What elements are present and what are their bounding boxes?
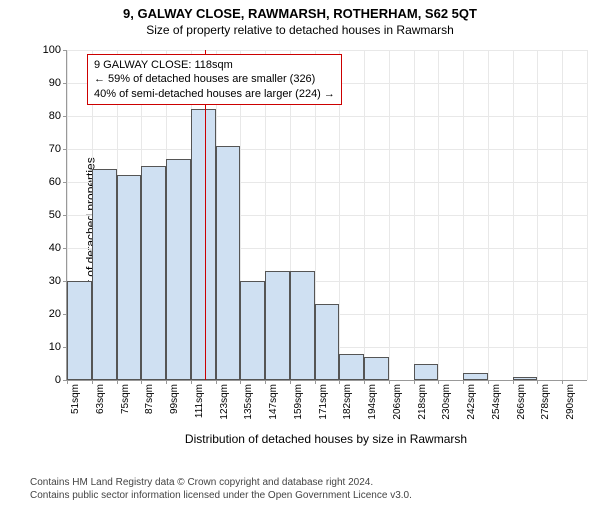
ytick-label: 50 (49, 209, 61, 221)
gridline-v (438, 50, 439, 380)
xtick-label: 123sqm (219, 384, 230, 420)
ytick-label: 40 (49, 242, 61, 254)
xtick-label: 147sqm (268, 384, 279, 420)
histogram-bar (463, 373, 488, 380)
xtick-label: 254sqm (491, 384, 502, 420)
xtick-mark (166, 380, 167, 384)
xtick-label: 242sqm (466, 384, 477, 420)
gridline-h (67, 149, 587, 150)
gridline-v (463, 50, 464, 380)
gridline-h (67, 50, 587, 51)
xtick-mark (92, 380, 93, 384)
ytick-label: 80 (49, 110, 61, 122)
histogram-bar (290, 271, 315, 380)
xtick-mark (290, 380, 291, 384)
ytick-label: 30 (49, 275, 61, 287)
histogram-bar (92, 169, 117, 380)
histogram-bar (166, 159, 191, 380)
histogram-bar (339, 354, 364, 380)
xtick-mark (562, 380, 563, 384)
gridline-v (488, 50, 489, 380)
gridline-h (67, 116, 587, 117)
xtick-mark (315, 380, 316, 384)
histogram-bar (117, 175, 142, 380)
xtick-mark (389, 380, 390, 384)
xtick-label: 87sqm (144, 384, 155, 414)
xtick-mark (414, 380, 415, 384)
ytick-label: 20 (49, 308, 61, 320)
annotation-line1: 9 GALWAY CLOSE: 118sqm (94, 58, 335, 72)
xtick-mark (488, 380, 489, 384)
xtick-label: 63sqm (95, 384, 106, 414)
annotation-box: 9 GALWAY CLOSE: 118sqm ← 59% of detached… (87, 54, 342, 105)
histogram-bar (414, 364, 439, 381)
histogram-bar (265, 271, 290, 380)
xtick-label: 75sqm (120, 384, 131, 414)
xtick-mark (216, 380, 217, 384)
histogram-bar (364, 357, 389, 380)
histogram-bar (513, 377, 538, 380)
xtick-label: 159sqm (293, 384, 304, 420)
xtick-label: 99sqm (169, 384, 180, 414)
xtick-label: 182sqm (342, 384, 353, 420)
gridline-v (537, 50, 538, 380)
xtick-mark (240, 380, 241, 384)
ytick-label: 60 (49, 176, 61, 188)
ytick-label: 70 (49, 143, 61, 155)
xtick-label: 218sqm (417, 384, 428, 420)
histogram-bar (240, 281, 265, 380)
xtick-mark (339, 380, 340, 384)
ytick-label: 10 (49, 341, 61, 353)
xtick-mark (463, 380, 464, 384)
gridline-v (364, 50, 365, 380)
xtick-label: 51sqm (70, 384, 81, 414)
gridline-v (389, 50, 390, 380)
gridline-v (562, 50, 563, 380)
xtick-label: 266sqm (516, 384, 527, 420)
gridline-v (587, 50, 588, 380)
xtick-mark (438, 380, 439, 384)
annotation-line2: ← 59% of detached houses are smaller (32… (94, 72, 335, 86)
histogram-bar (141, 166, 166, 381)
xtick-mark (364, 380, 365, 384)
page-subtitle: Size of property relative to detached ho… (0, 23, 600, 37)
histogram-bar (315, 304, 340, 380)
histogram-bar (67, 281, 92, 380)
histogram-bar (191, 109, 216, 380)
xtick-mark (513, 380, 514, 384)
gridline-v (414, 50, 415, 380)
xtick-label: 111sqm (194, 384, 205, 418)
xtick-mark (191, 380, 192, 384)
annotation-line3: 40% of semi-detached houses are larger (… (94, 87, 335, 101)
histogram-bar (216, 146, 241, 380)
xtick-label: 171sqm (318, 384, 329, 420)
xtick-mark (67, 380, 68, 384)
xtick-label: 278sqm (540, 384, 551, 420)
gridline-v (513, 50, 514, 380)
xtick-mark (537, 380, 538, 384)
xtick-label: 194sqm (367, 384, 378, 420)
xtick-mark (265, 380, 266, 384)
xtick-mark (141, 380, 142, 384)
xtick-label: 135sqm (243, 384, 254, 420)
ytick-label: 100 (43, 44, 61, 56)
plot-region: 010203040506070809010051sqm63sqm75sqm87s… (66, 50, 587, 381)
footer-line1: Contains HM Land Registry data © Crown c… (30, 476, 412, 489)
xtick-mark (117, 380, 118, 384)
chart-area: Number of detached properties 0102030405… (30, 50, 590, 430)
page-title: 9, GALWAY CLOSE, RAWMARSH, ROTHERHAM, S6… (0, 6, 600, 21)
footer-line2: Contains public sector information licen… (30, 489, 412, 502)
xtick-label: 290sqm (565, 384, 576, 420)
ytick-label: 0 (55, 374, 61, 386)
footer-credits: Contains HM Land Registry data © Crown c… (30, 476, 412, 502)
xtick-label: 230sqm (441, 384, 452, 420)
xtick-label: 206sqm (392, 384, 403, 420)
ytick-label: 90 (49, 77, 61, 89)
